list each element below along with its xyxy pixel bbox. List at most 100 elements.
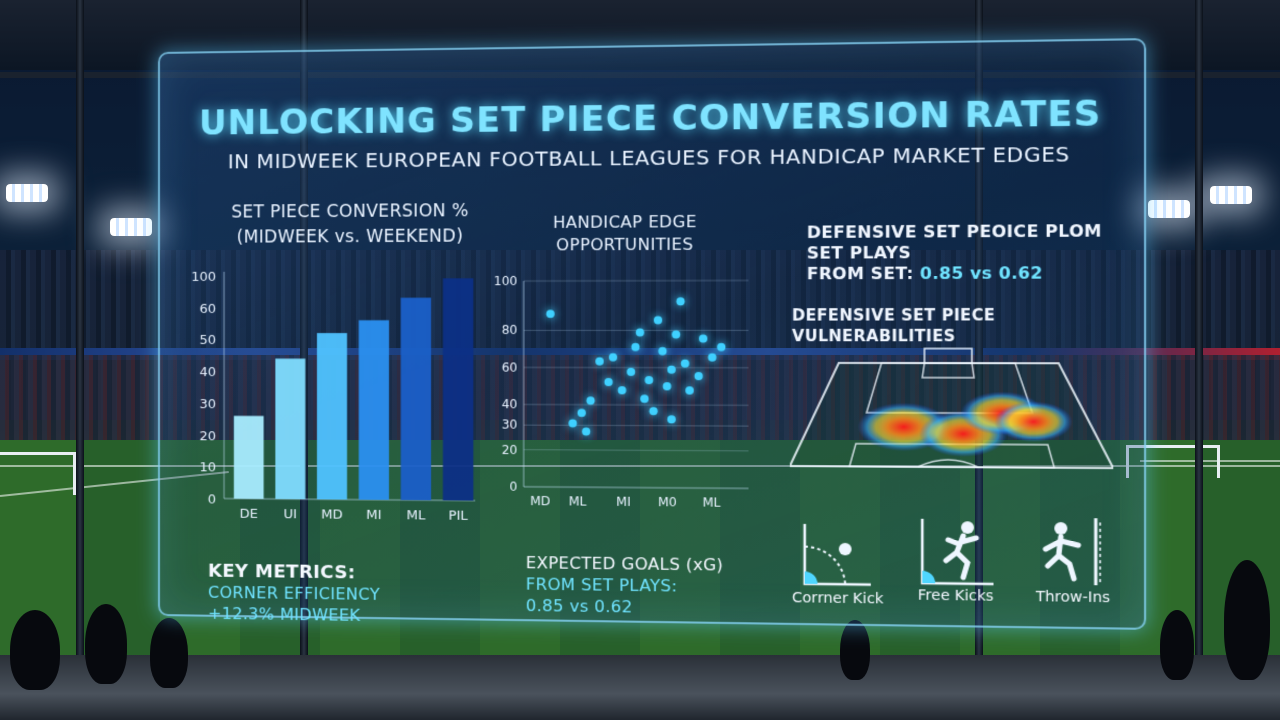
scatter-y-tick-label: 20 <box>502 442 518 456</box>
floodlight <box>6 184 48 202</box>
bar-x-tick-label: UI <box>284 507 297 522</box>
scatter-point <box>604 377 613 387</box>
scatter-x-axis <box>524 487 749 489</box>
scatter-point <box>707 353 717 362</box>
scatter-x-tick-label: M0 <box>658 495 677 509</box>
heatmap-hotspot <box>919 410 1008 458</box>
floodlight <box>1148 200 1190 218</box>
scatter-point <box>680 359 690 368</box>
free-kick-icon <box>920 519 996 586</box>
bar-y-tick-label: 60 <box>199 302 216 317</box>
scatter-y-tick-label: 60 <box>502 360 518 374</box>
scatter-point <box>617 386 627 395</box>
bar <box>358 320 389 500</box>
throw-ins-label: Throw-Ins <box>1035 588 1111 607</box>
bar-y-tick-label: 0 <box>208 492 216 507</box>
scatter-x-tick-label: MD <box>530 494 550 508</box>
ceiling <box>0 0 1280 70</box>
corner-kick-label: Corrner Kick <box>791 589 884 608</box>
defensive-note: DEFENSIVE SET PEOICE PLOM SET PLAYS FROM… <box>806 220 1102 284</box>
bar <box>275 358 306 500</box>
window-frame <box>300 0 308 720</box>
bar-x-tick-label: MD <box>321 507 343 522</box>
scatter-y-tick-label: 30 <box>502 418 518 432</box>
scatter-point <box>685 386 694 395</box>
bar-x-tick-label: MI <box>366 508 381 523</box>
lower-stands <box>0 355 1280 445</box>
scatter-x-tick-label: ML <box>703 495 721 509</box>
bar <box>400 297 432 501</box>
bar <box>316 333 348 500</box>
goal-net <box>924 349 971 364</box>
bar-chart: 0 10 20 30 40 50 60 100 DE UI MD MI ML PIL <box>191 261 491 524</box>
bar-y-tick-label: 100 <box>191 270 216 285</box>
scatter-point <box>671 330 681 339</box>
scatter-point <box>626 367 636 376</box>
scatter-point <box>698 334 708 343</box>
bar-y-tick-label: 40 <box>199 365 216 380</box>
free-kicks-label: Free Kicks <box>917 587 994 605</box>
window-frame <box>975 0 983 720</box>
scatter-point <box>644 375 654 385</box>
dashboard-subtitle: IN MIDWEEK EUROPEAN FOOTBALL LEAGUES FOR… <box>227 141 1070 174</box>
heatmap-hotspot <box>960 391 1044 436</box>
scatter-point <box>568 419 577 428</box>
bar-y-tick-label: 20 <box>199 429 216 444</box>
bar <box>442 278 474 501</box>
scatter-y-tick-label: 0 <box>510 479 518 493</box>
scatter-gridline <box>524 425 749 426</box>
bar-x-tick-label: ML <box>406 508 426 523</box>
throw-in-icon <box>1035 518 1111 588</box>
bar-x-tick-label: PIL <box>448 508 468 523</box>
bar-y-tick-label: 50 <box>199 333 216 348</box>
scatter-y-tick-label: 100 <box>494 274 518 288</box>
scatter-point <box>595 357 604 366</box>
scatter-chart-title: HANDICAP EDGE OPPORTUNITIES <box>552 211 697 255</box>
bar-y-tick-label: 10 <box>199 461 216 476</box>
scatter-point <box>631 342 640 352</box>
bar-x-tick-label: DE <box>240 507 258 522</box>
scatter-x-tick-label: ML <box>569 494 587 508</box>
scatter-point <box>662 382 672 391</box>
scatter-point <box>649 407 658 416</box>
scatter-x-tick-label: MI <box>616 495 630 509</box>
right-goal <box>1126 445 1220 478</box>
scatter-point <box>546 309 555 319</box>
scatter-point <box>640 394 649 403</box>
heatmap-title: DEFENSIVE SET PIECE VULNERABILITIES <box>791 305 996 346</box>
scatter-point <box>586 396 595 405</box>
scatter-point <box>676 297 685 306</box>
holographic-dashboard: UNLOCKING SET PIECE CONVERSION RATES IN … <box>158 38 1147 630</box>
pitch <box>0 440 1280 660</box>
crowd-silhouettes <box>0 560 1280 690</box>
scatter-point <box>694 371 703 381</box>
heatmap-hotspot <box>857 402 951 452</box>
scatter-y-tick-label: 80 <box>502 323 518 337</box>
bar-chart-title: SET PIECE CONVERSION % (MIDWEEK vs. WEEK… <box>231 200 469 248</box>
floodlight <box>110 218 152 236</box>
floor <box>0 655 1280 720</box>
bar <box>233 415 264 499</box>
scatter-point <box>717 342 726 352</box>
scatter-gridline <box>524 280 749 281</box>
bar-y-tick-label: 30 <box>199 397 216 412</box>
scatter-point <box>635 328 645 337</box>
floodlight <box>1210 186 1252 204</box>
scatter-y-tick-label: 40 <box>502 397 518 411</box>
expected-goals: EXPECTED GOALS (xG) FROM SET PLAYS: 0.85… <box>525 552 724 617</box>
heatmap-hotspot <box>994 401 1073 443</box>
scatter-point <box>667 415 676 424</box>
scatter-point <box>667 365 676 374</box>
set-piece-heatmap <box>789 344 1114 480</box>
scatter-gridline <box>524 404 749 405</box>
dashboard-title: UNLOCKING SET PIECE CONVERSION RATES <box>198 93 1102 144</box>
scatter-point <box>658 346 667 356</box>
scatter-point <box>608 353 618 362</box>
window-frame <box>1195 0 1203 720</box>
window-frame <box>76 0 84 720</box>
corner-kick-icon <box>800 522 875 587</box>
scatter-chart: 0 20 30 40 60 80 100 MD ML MI M0 ML <box>494 274 765 509</box>
key-metrics: KEY METRICS: CORNER EFFICIENCY +12.3% MI… <box>208 560 381 625</box>
scatter-point <box>581 427 591 436</box>
